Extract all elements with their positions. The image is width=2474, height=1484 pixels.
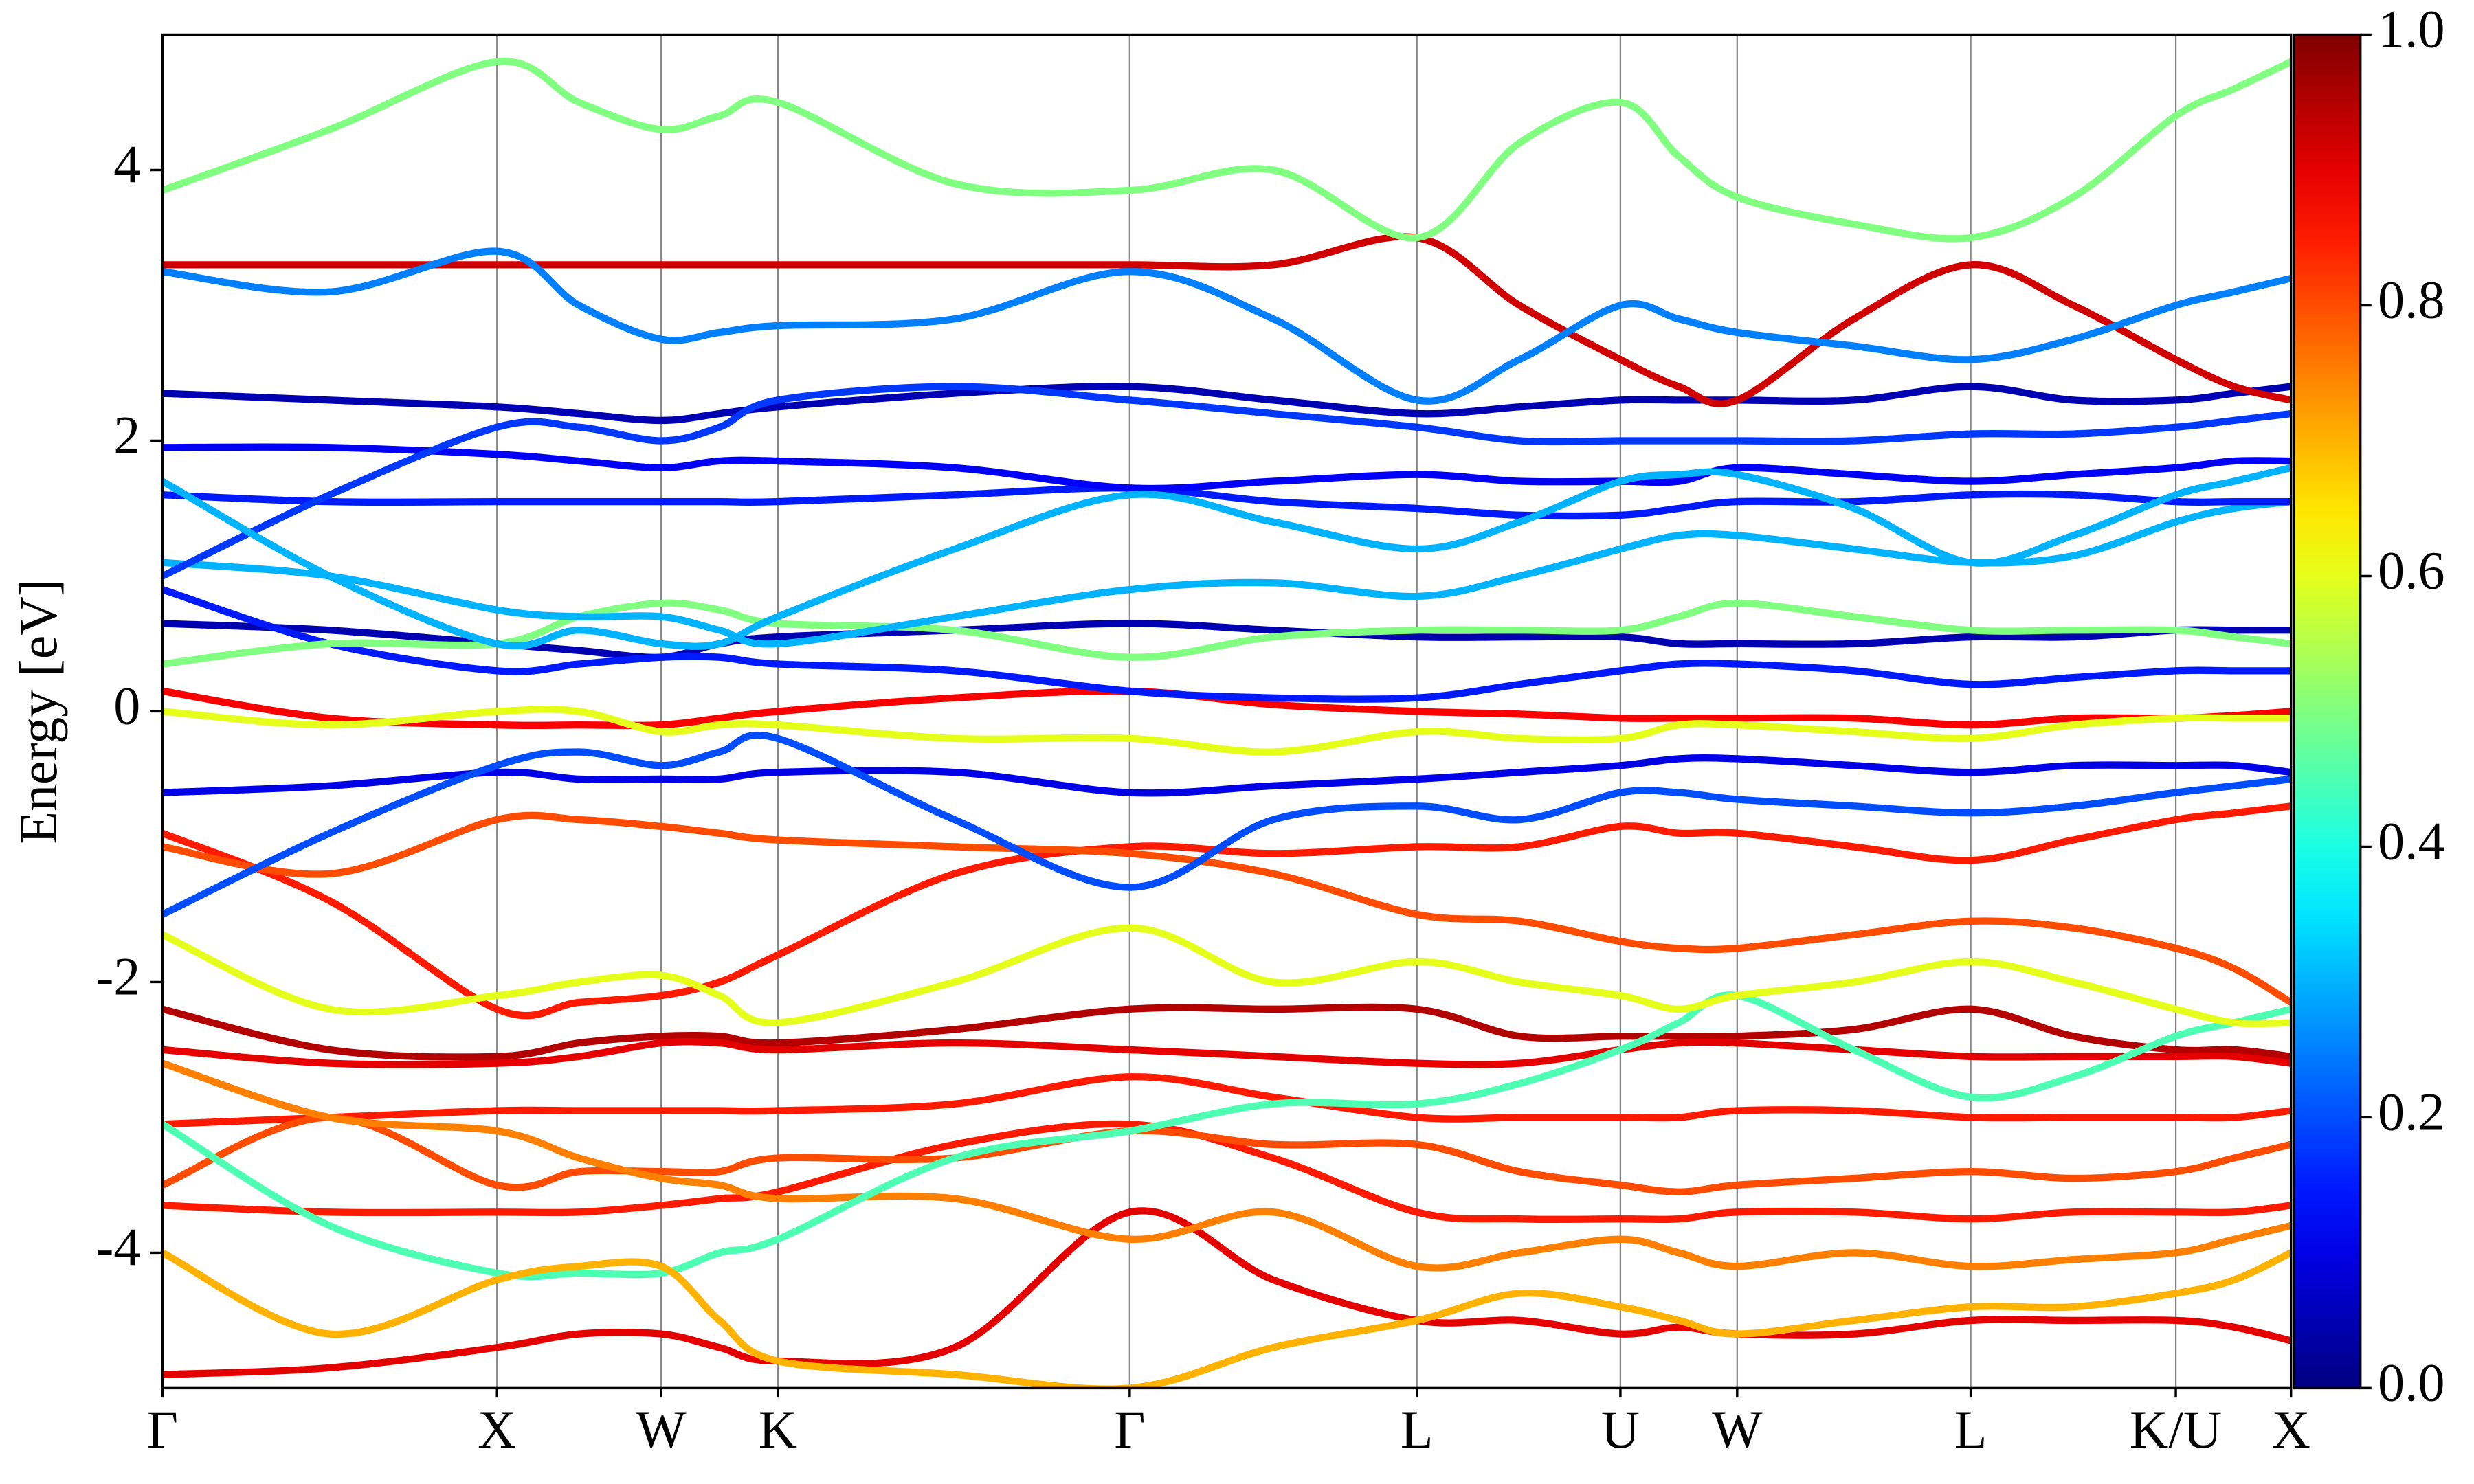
y-tick-label: 4	[113, 134, 140, 194]
band	[162, 233, 2291, 407]
x-tick-label: W	[636, 1399, 687, 1459]
x-tick-label: K/U	[2130, 1399, 2222, 1459]
band	[162, 811, 2291, 1007]
colorbar-tick-label: 1.0	[2378, 0, 2445, 58]
band	[162, 1059, 2291, 1272]
band	[162, 1073, 2291, 1128]
y-axis-label: Energy [eV]	[8, 578, 68, 844]
x-tick-label: Γ	[1114, 1399, 1145, 1459]
x-tick-label: Γ	[147, 1399, 178, 1459]
band	[162, 1207, 2291, 1378]
x-tick-label: L	[1954, 1399, 1987, 1459]
colorbar-tick-label: 0.6	[2378, 540, 2445, 600]
band	[162, 497, 2291, 648]
band	[162, 383, 2291, 580]
band	[162, 1249, 2291, 1389]
colorbar-tick-label: 0.4	[2378, 811, 2445, 870]
band	[162, 599, 2291, 668]
band	[162, 924, 2291, 1028]
band	[162, 484, 2291, 520]
band	[162, 247, 2291, 405]
band	[162, 1114, 2291, 1195]
x-tick-label: X	[2271, 1399, 2310, 1459]
band	[162, 1120, 2291, 1224]
band	[162, 586, 2291, 703]
band	[162, 1038, 2291, 1068]
band	[162, 991, 2291, 1281]
y-tick-label: 0	[113, 675, 140, 735]
band	[162, 687, 2291, 730]
band	[162, 464, 2291, 650]
band	[162, 443, 2291, 493]
x-tick-label: X	[478, 1399, 516, 1459]
band	[162, 731, 2291, 919]
y-tick-label: 2	[113, 405, 140, 464]
colorbar-tick-label: 0.8	[2378, 269, 2445, 329]
x-tick-label: K	[759, 1399, 797, 1459]
band	[162, 1003, 2291, 1061]
y-tick-label: -2	[96, 946, 140, 1006]
colorbar	[2293, 33, 2362, 1390]
band	[162, 802, 2291, 1020]
x-tick-label: U	[1601, 1399, 1640, 1459]
y-tick-label: -4	[96, 1217, 140, 1277]
x-tick-label: L	[1401, 1399, 1434, 1459]
band	[162, 383, 2291, 425]
band	[162, 706, 2291, 756]
colorbar-tick-label: 0.2	[2378, 1081, 2445, 1141]
band	[162, 754, 2291, 797]
band	[162, 58, 2291, 243]
colorbar-tick-label: 0.0	[2378, 1352, 2445, 1412]
bands	[162, 58, 2291, 1389]
x-tick-label: W	[1712, 1399, 1763, 1459]
